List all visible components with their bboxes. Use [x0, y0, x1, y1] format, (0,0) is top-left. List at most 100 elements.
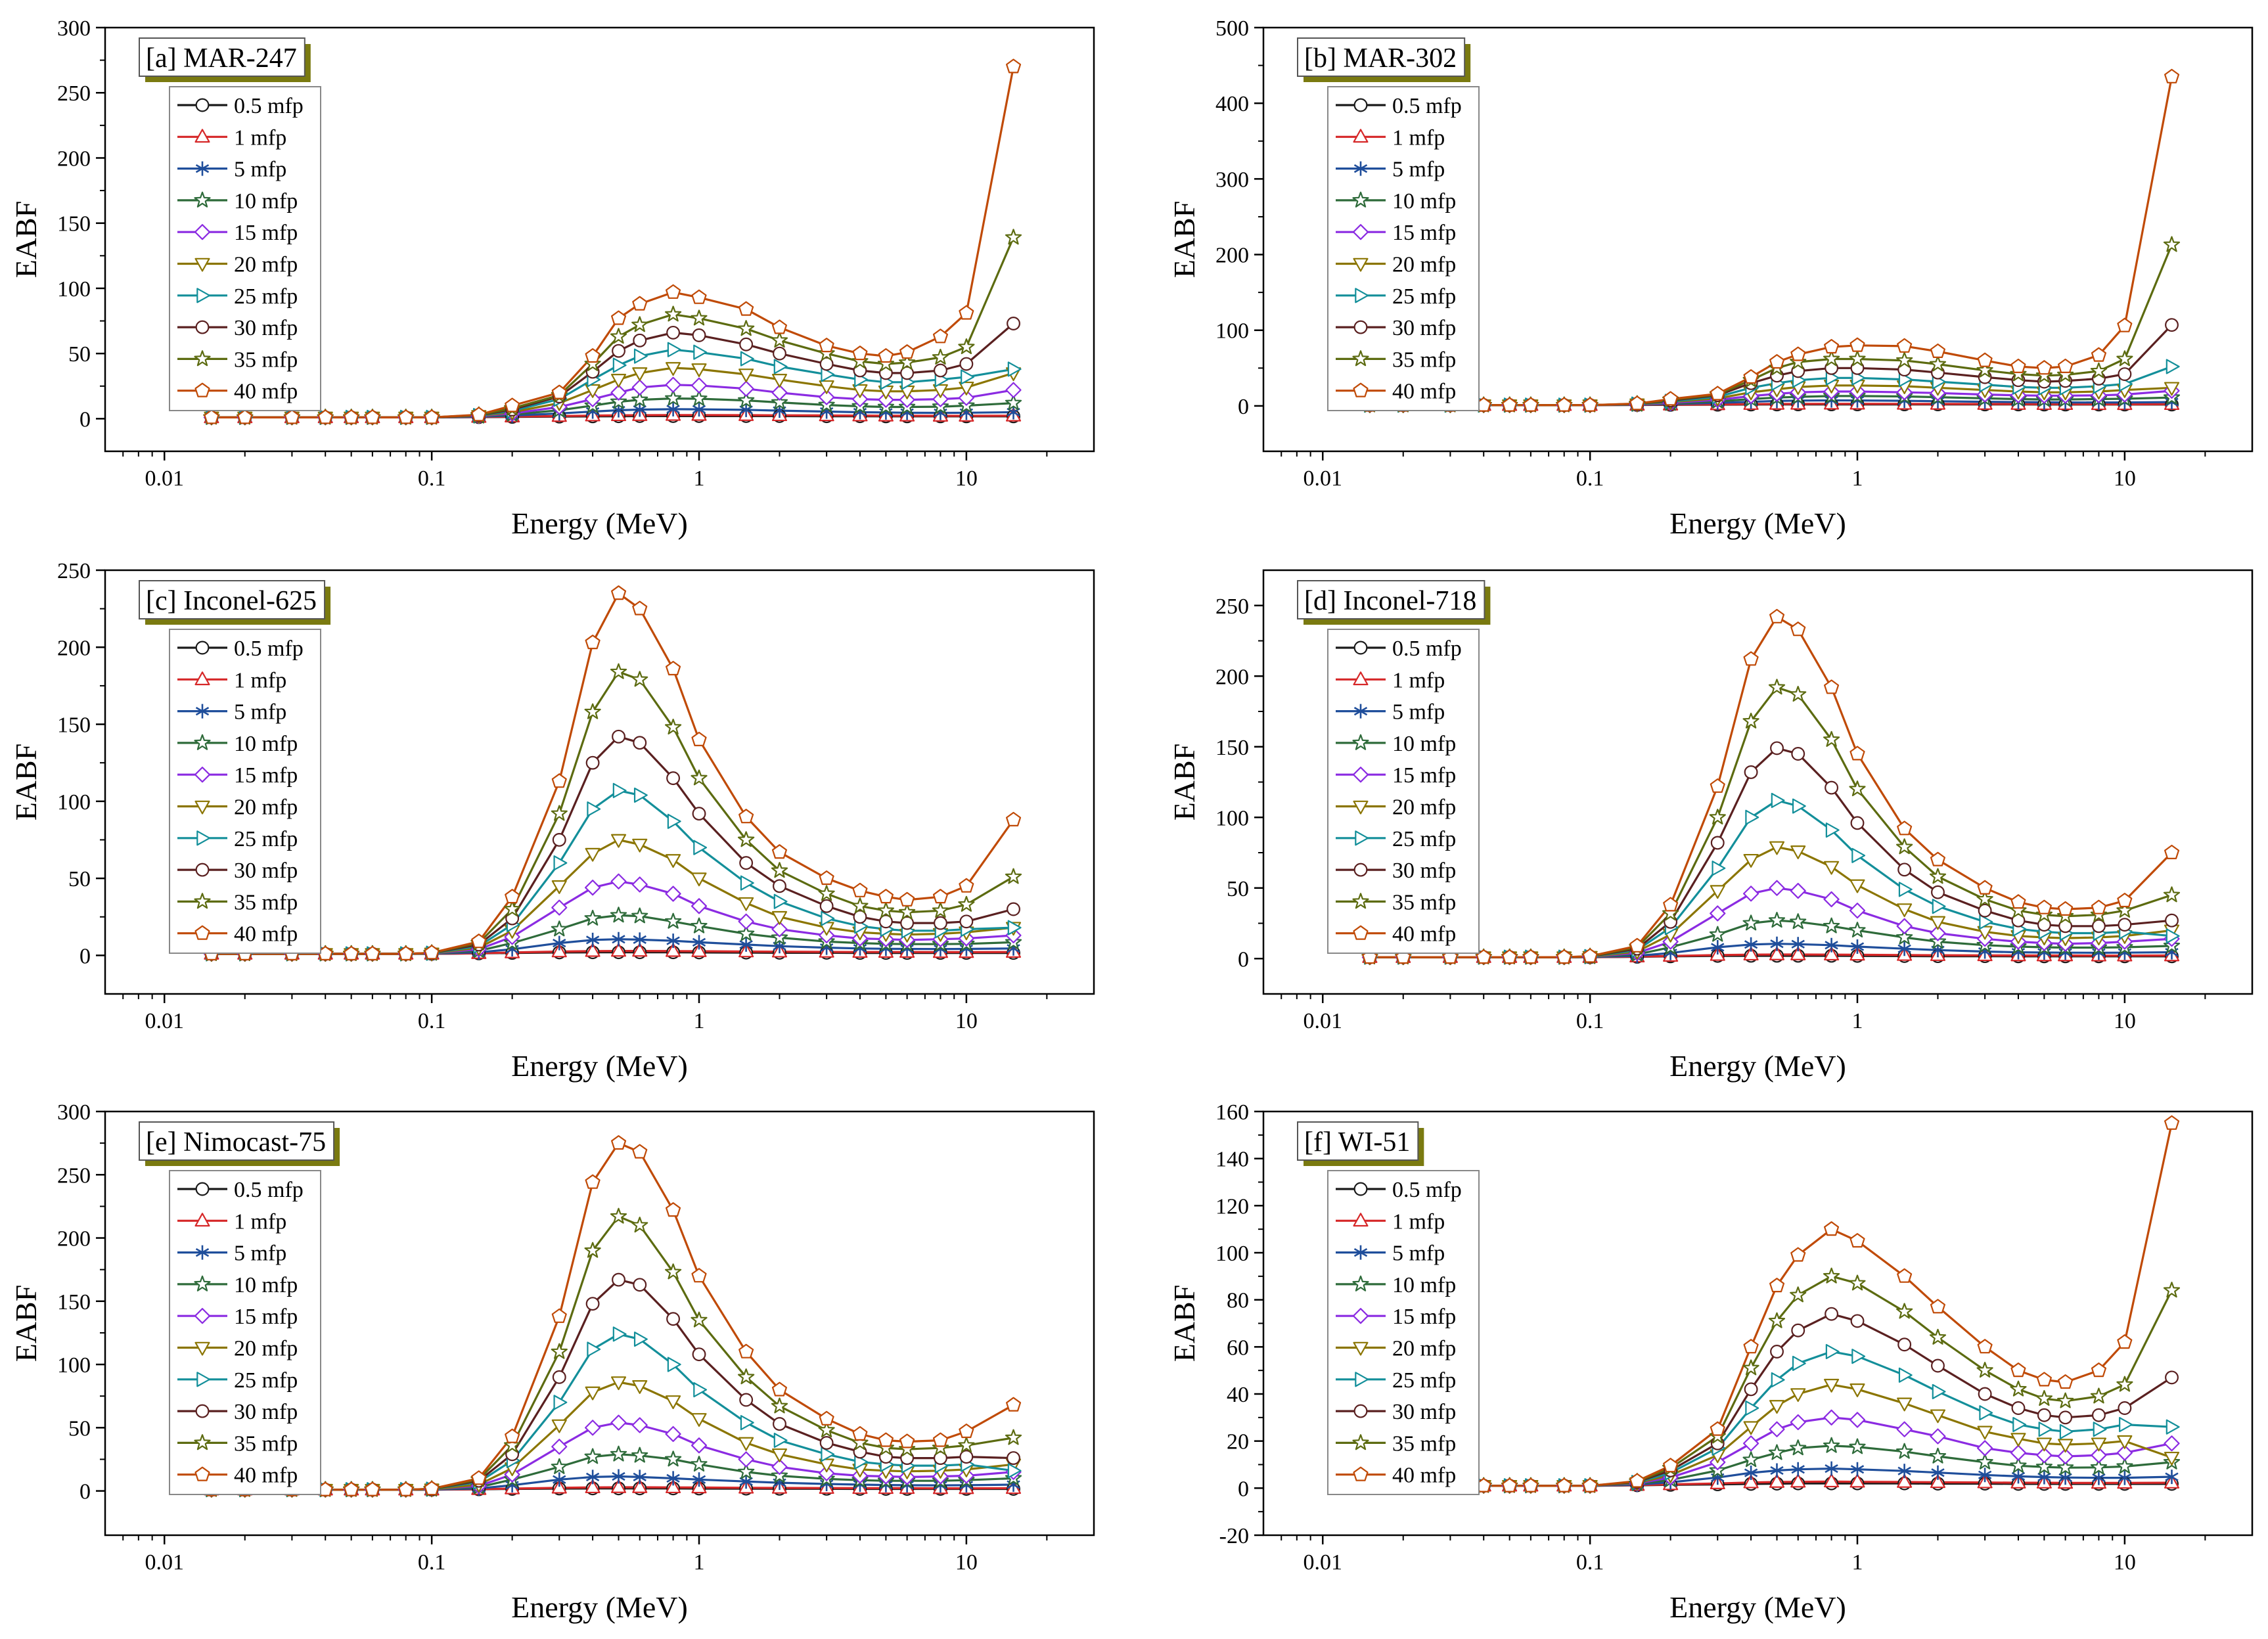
title-box	[139, 580, 326, 619]
data-point	[1582, 1477, 1598, 1493]
legend: 0.5 mfp 1 mfp 5 mfp 10 mfp 15 mfp 20 mfp 25 mf…	[1327, 1170, 1480, 1495]
data-point	[771, 393, 788, 410]
data-point	[1745, 1400, 1759, 1416]
data-point	[738, 301, 754, 316]
data-point	[587, 1341, 601, 1357]
data-point	[424, 945, 440, 960]
x-axis-label: Energy (MeV)	[1669, 1590, 1846, 1624]
y-tick-label: 100	[57, 1353, 91, 1378]
data-point	[1790, 913, 1807, 930]
legend-label: 5 mfp	[1392, 158, 1445, 182]
series-line-35-mfp	[211, 1215, 1014, 1491]
data-point	[1769, 1473, 1785, 1488]
chart-title: [f] WI-51	[1304, 1127, 1410, 1157]
data-point	[1897, 1473, 1913, 1488]
legend-marker	[1352, 734, 1369, 750]
data-point	[691, 769, 708, 786]
data-point	[899, 1433, 915, 1448]
data-point	[1896, 928, 1913, 945]
data-point	[1850, 816, 1865, 830]
data-point	[1005, 1429, 1022, 1445]
data-point	[853, 910, 867, 924]
legend-label: 30 mfp	[1392, 316, 1456, 340]
data-point	[666, 943, 681, 957]
data-point	[665, 1450, 682, 1467]
legend-marker	[1355, 830, 1369, 846]
data-point	[1824, 339, 1840, 354]
data-point	[2116, 902, 2133, 918]
legend-marker	[195, 161, 210, 176]
legend-marker	[1353, 382, 1369, 397]
y-tick-label: 100	[57, 790, 91, 815]
data-point	[1768, 1444, 1786, 1460]
data-point	[1849, 1233, 1865, 1248]
legend-label: 20 mfp	[234, 1337, 298, 1361]
data-point	[1710, 885, 1725, 899]
data-point	[1897, 1397, 1913, 1412]
legend-marker	[194, 1213, 210, 1227]
data-point	[633, 932, 646, 947]
legend-marker	[1353, 1182, 1368, 1196]
x-tick-label: 1	[694, 1009, 705, 1033]
legend-label: 10 mfp	[1392, 189, 1456, 213]
data-point	[819, 380, 834, 394]
x-tick-label: 0.01	[1304, 1550, 1343, 1575]
data-point	[2010, 1457, 2027, 1473]
data-point	[612, 932, 625, 947]
data-point	[1769, 880, 1785, 896]
data-point	[1977, 1339, 1993, 1354]
data-point	[878, 889, 894, 904]
y-tick-label: 300	[1215, 168, 1249, 192]
legend-marker	[1353, 800, 1369, 815]
data-point	[505, 397, 520, 413]
data-point	[1849, 1473, 1865, 1488]
data-point	[1790, 346, 1806, 361]
data-point	[551, 1439, 568, 1455]
data-point	[739, 1474, 753, 1489]
legend-label: 35 mfp	[1392, 890, 1456, 914]
legend-marker	[1355, 1372, 1369, 1387]
data-point	[1850, 1462, 1865, 1477]
data-point	[2164, 844, 2180, 859]
data-point	[771, 1397, 788, 1414]
data-point	[665, 912, 682, 929]
data-point	[2057, 1448, 2074, 1465]
data-point	[398, 1481, 414, 1496]
data-point	[2118, 1470, 2132, 1485]
data-point	[1849, 1412, 1866, 1428]
chart-title: [a] MAR-247	[146, 43, 297, 74]
data-point	[771, 332, 788, 348]
data-point	[959, 381, 974, 395]
data-point	[691, 1311, 708, 1328]
data-point	[2011, 1469, 2026, 1484]
x-axis-label: Energy (MeV)	[511, 506, 688, 540]
legend-marker	[194, 1434, 211, 1450]
data-point	[2038, 1422, 2053, 1437]
data-point	[1977, 352, 1993, 367]
data-point	[1897, 338, 1913, 353]
data-point	[1629, 1473, 1645, 1488]
y-tick-label: 300	[57, 1100, 91, 1125]
data-point	[2165, 318, 2179, 332]
data-point	[551, 1458, 568, 1474]
series-line-25-mfp	[1369, 799, 2172, 958]
data-point	[738, 831, 755, 847]
data-point	[692, 402, 706, 417]
data-point	[1930, 851, 1945, 866]
data-point	[610, 1445, 627, 1462]
data-point	[553, 855, 568, 871]
data-point	[2116, 1445, 2133, 1461]
series-line-40-mfp	[1369, 1123, 2173, 1487]
data-point	[1929, 1447, 1947, 1464]
legend: 0.5 mfp 1 mfp 5 mfp 10 mfp 15 mfp 20 mfp 25 mf…	[1327, 86, 1480, 411]
data-point	[2090, 1458, 2108, 1475]
data-point	[631, 671, 648, 687]
legend-marker	[1353, 863, 1368, 877]
data-point	[612, 1272, 625, 1287]
data-point	[1790, 1414, 1806, 1431]
data-point	[691, 872, 707, 887]
data-point	[771, 910, 788, 925]
legend-marker	[194, 767, 211, 783]
data-point	[2163, 236, 2181, 252]
legend-label: 40 mfp	[234, 922, 298, 947]
